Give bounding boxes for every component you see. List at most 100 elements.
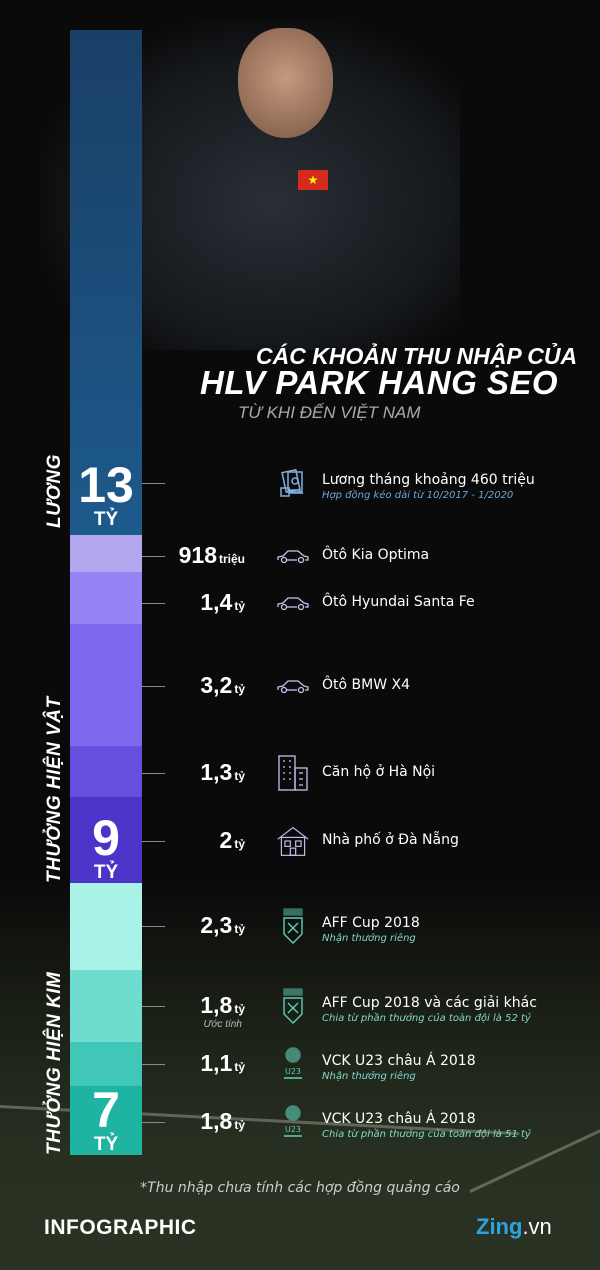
- car-icon: [276, 537, 310, 575]
- bar-segment: [70, 746, 142, 797]
- coach-head: [238, 28, 333, 138]
- bar-segment: [70, 30, 142, 535]
- tick-line: [142, 686, 165, 687]
- amount-label: 3,2 tỷ: [200, 672, 245, 699]
- tick-line: [142, 556, 165, 557]
- u23-logo-icon: U23: [276, 1103, 310, 1141]
- amount-value: 2,3: [200, 912, 233, 938]
- bar-segment: [70, 1042, 142, 1086]
- amount-value: 3,2: [200, 672, 233, 698]
- group-total-unit: TỶ: [93, 509, 119, 530]
- salary-icon: [276, 464, 310, 502]
- svg-text:U23: U23: [285, 1067, 301, 1076]
- item-subtitle: Nhận thưởng riêng: [322, 1071, 416, 1082]
- amount-unit: triệu: [218, 552, 245, 566]
- zing-logo: Zing.vn: [476, 1214, 552, 1240]
- car-icon: [276, 584, 310, 622]
- group-total: 13 TỶ: [70, 460, 142, 530]
- item-subtitle: Nhận thưởng riêng: [322, 933, 416, 944]
- group-total-value: 13: [78, 457, 134, 513]
- item-title: VCK U23 châu Á 2018: [322, 1053, 476, 1069]
- item-title: AFF Cup 2018: [322, 915, 420, 931]
- bar-segment: [70, 535, 142, 572]
- item-description: Lương tháng khoảng 460 triệu Hợp đồng kéo…: [322, 472, 535, 501]
- bar-segment: [70, 1086, 142, 1155]
- bar-segment: [70, 624, 142, 746]
- tick-line: [142, 841, 165, 842]
- amount-value: 1,1: [200, 1050, 233, 1076]
- item-description: Căn hộ ở Hà Nội: [322, 764, 435, 780]
- tick-line: [142, 1064, 165, 1065]
- tick-line: [142, 483, 165, 484]
- page-title: HLV PARK HANG SEO: [200, 364, 559, 401]
- aff-cup-logo-icon: [276, 907, 310, 945]
- amount-value: 1,8: [200, 1108, 233, 1134]
- tick-line: [142, 1122, 165, 1123]
- tick-line: [142, 773, 165, 774]
- item-title: Lương tháng khoảng 460 triệu: [322, 472, 535, 488]
- amount-value: 1,8: [200, 992, 233, 1018]
- amount-value: 1,4: [200, 589, 233, 615]
- item-description: VCK U23 châu Á 2018 Chia từ phần thưởng c…: [322, 1111, 531, 1140]
- item-title: Ôtô BMW X4: [322, 677, 410, 693]
- amount-unit: tỷ: [234, 599, 245, 613]
- group-total-unit: TỶ: [93, 1134, 119, 1155]
- amount-unit: tỷ: [234, 922, 245, 936]
- u23-logo-icon: U23: [276, 1045, 310, 1083]
- footnote: *Thu nhập chưa tính các hợp đồng quảng c…: [140, 1180, 460, 1196]
- item-description: VCK U23 châu Á 2018 Nhận thưởng riêng: [322, 1053, 476, 1082]
- amount-unit: tỷ: [234, 837, 245, 851]
- item-title: Nhà phố ở Đà Nẵng: [322, 832, 459, 848]
- amount-label: 1,4 tỷ: [200, 589, 245, 616]
- group-total-value: 7: [92, 1082, 120, 1138]
- item-title: AFF Cup 2018 và các giải khác: [322, 995, 537, 1011]
- item-description: AFF Cup 2018 và các giải khác Chia từ phầ…: [322, 995, 537, 1024]
- group-total: 7 TỶ: [70, 1085, 142, 1155]
- amount-value: 1,3: [200, 759, 233, 785]
- tick-line: [142, 926, 165, 927]
- amount-label: 2,3 tỷ: [200, 912, 245, 939]
- item-description: Nhà phố ở Đà Nẵng: [322, 832, 459, 848]
- item-description: AFF Cup 2018 Nhận thưởng riêng: [322, 915, 420, 944]
- item-description: Ôtô Hyundai Santa Fe: [322, 594, 475, 610]
- group-total: 9 TỶ: [70, 813, 142, 883]
- amount-unit: tỷ: [234, 1060, 245, 1074]
- item-title: Ôtô Kia Optima: [322, 547, 430, 563]
- bar-segment: [70, 797, 142, 883]
- group-total-value: 9: [92, 810, 120, 866]
- item-description: Ôtô Kia Optima: [322, 547, 429, 563]
- item-title: VCK U23 châu Á 2018: [322, 1111, 476, 1127]
- item-subtitle: Hợp đồng kéo dài từ 10/2017 - 1/2020: [322, 490, 514, 501]
- group-label: LƯƠNG: [44, 454, 65, 528]
- amount-value: 918: [178, 542, 217, 568]
- bar-segment: [70, 970, 142, 1042]
- svg-text:U23: U23: [285, 1125, 301, 1134]
- amount-label: 1,1 tỷ: [200, 1050, 245, 1077]
- tick-line: [142, 603, 165, 604]
- amount-unit: tỷ: [234, 1002, 245, 1016]
- title-line-1: CÁC KHOẢN THU NHẬP CỦA: [256, 343, 578, 369]
- amount-unit: tỷ: [234, 1118, 245, 1132]
- title-line-3: TỪ KHI ĐẾN VIỆT NAM: [238, 403, 421, 422]
- amount-label: 2 tỷ: [220, 827, 245, 854]
- amount-label: 1,3 tỷ: [200, 759, 245, 786]
- amount-unit: tỷ: [234, 769, 245, 783]
- estimate-note: Ước tính: [203, 1019, 242, 1030]
- item-subtitle: Chia từ phần thưởng của toàn đội là 52 t…: [322, 1013, 531, 1024]
- item-title: Ôtô Hyundai Santa Fe: [322, 594, 475, 610]
- bar-segment: [70, 572, 142, 624]
- vietnam-flag-icon: ★: [298, 170, 328, 190]
- amount-unit: tỷ: [234, 682, 245, 696]
- zing-logo-main: Zing: [476, 1214, 523, 1239]
- amount-value: 2: [219, 827, 233, 853]
- zing-logo-suffix: .vn: [522, 1214, 552, 1239]
- car-icon: [276, 667, 310, 705]
- amount-label: 1,8 tỷ: [200, 1108, 245, 1135]
- apartment-icon: [276, 754, 310, 792]
- amount-label: 1,8 tỷ Ước tính: [200, 992, 245, 1030]
- group-total-unit: TỶ: [93, 862, 119, 883]
- bar-segment: [70, 883, 142, 970]
- infographic-label: INFOGRAPHIC: [44, 1216, 197, 1239]
- house-icon: [276, 822, 310, 860]
- item-subtitle: Chia từ phần thưởng của toàn đội là 51 t…: [322, 1129, 531, 1140]
